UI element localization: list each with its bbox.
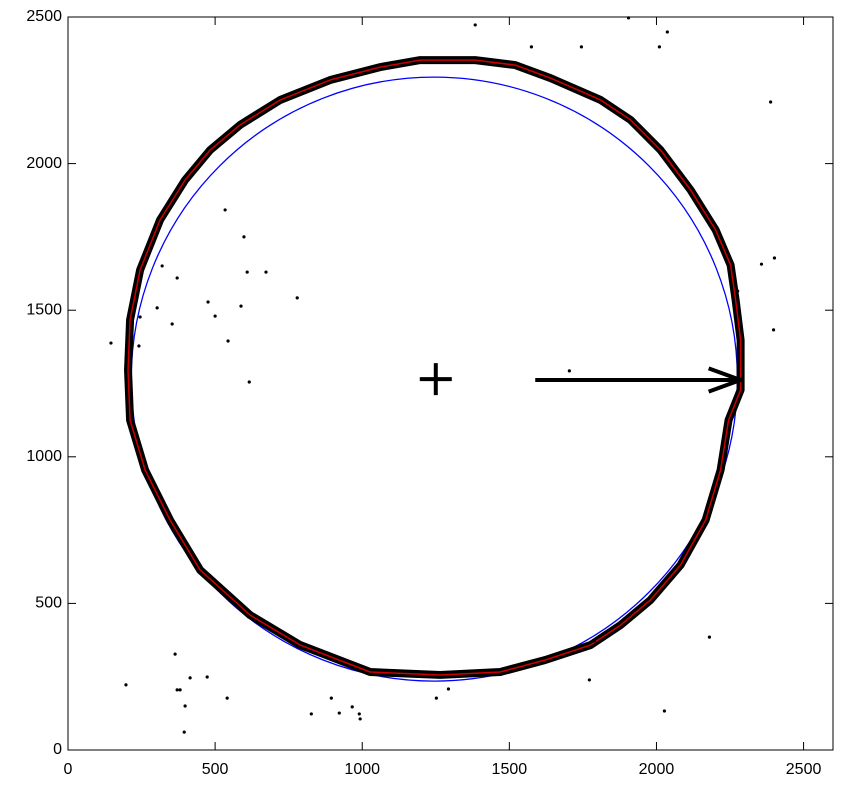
scatter-point <box>446 687 451 691</box>
scatter-point <box>155 306 159 310</box>
scatter-point <box>245 270 249 274</box>
scatter-point <box>473 23 477 27</box>
scatter-point <box>358 717 362 721</box>
scatter-point <box>188 676 192 680</box>
scatter-point <box>137 344 141 348</box>
scatter-point <box>350 705 354 709</box>
plot-area <box>67 16 834 751</box>
scatter-point <box>239 304 243 308</box>
scatter-point <box>662 709 667 713</box>
y-tick-label: 1500 <box>26 301 62 318</box>
scatter-point <box>206 300 210 304</box>
scatter-point <box>175 688 179 692</box>
y-tick-label: 2500 <box>26 8 62 25</box>
scatter-point <box>587 678 591 682</box>
scatter-point <box>223 208 227 212</box>
scatter-point <box>357 712 361 716</box>
scatter-point <box>109 341 113 345</box>
scatter-point <box>769 100 773 104</box>
y-tick-label: 0 <box>53 741 62 758</box>
scatter-point <box>337 711 341 715</box>
scatter-point <box>138 315 142 319</box>
scatter-point <box>736 289 740 293</box>
scatter-point <box>247 380 251 384</box>
scatter-point <box>665 30 669 34</box>
scatter-point <box>225 696 229 700</box>
scatter-point <box>329 696 333 700</box>
scatter-point <box>242 235 246 239</box>
scatter-point <box>529 45 534 49</box>
scatter-point <box>707 635 712 639</box>
x-tick-label: 2500 <box>786 761 822 778</box>
x-tick-label: 1000 <box>344 761 380 778</box>
scatter-point <box>226 339 230 343</box>
scatter-point <box>264 270 268 274</box>
y-tick-label: 500 <box>35 595 62 612</box>
scatter-point <box>759 262 764 266</box>
scatter-point <box>771 328 776 332</box>
scatter-point <box>592 639 596 643</box>
scatter-point <box>160 264 164 268</box>
scatter-point <box>173 652 177 656</box>
scatter-point <box>626 16 631 20</box>
x-tick-label: 500 <box>202 761 229 778</box>
scatter-point <box>213 314 217 318</box>
radius-arrow <box>535 366 743 394</box>
scatter-point <box>124 683 128 687</box>
scatter-point <box>772 256 777 260</box>
y-tick-label: 2000 <box>26 155 62 172</box>
scatter-point <box>205 675 209 679</box>
scatter-point <box>567 369 571 373</box>
x-tick-label: 0 <box>64 761 73 778</box>
scatter-point <box>170 322 174 326</box>
scatter-point <box>579 45 584 49</box>
y-tick-label: 1000 <box>26 448 62 465</box>
scatter-point <box>295 296 299 300</box>
center-marker <box>419 363 452 396</box>
contour-inner <box>127 59 742 676</box>
scatter-point <box>309 712 313 716</box>
scatter-point <box>434 696 438 700</box>
scatter-point <box>183 704 187 708</box>
x-tick-label: 1500 <box>492 761 528 778</box>
scatter-point <box>175 276 179 280</box>
scatter-point <box>178 688 182 692</box>
x-tick-label: 2000 <box>639 761 675 778</box>
scatter-point <box>657 45 662 49</box>
scatter-point <box>182 730 186 734</box>
